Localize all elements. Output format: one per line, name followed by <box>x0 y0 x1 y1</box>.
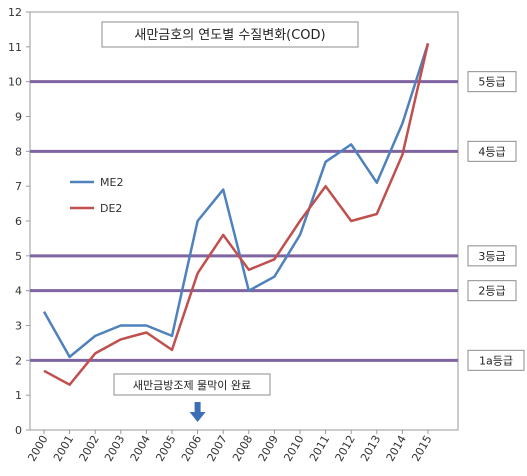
grade-label: 2등급 <box>478 285 505 298</box>
x-tick-label: 2001 <box>51 433 76 464</box>
y-tick-label: 6 <box>15 215 22 228</box>
y-tick-label: 1 <box>15 389 22 402</box>
down-arrow-icon <box>189 402 206 422</box>
x-tick-label: 2006 <box>179 433 204 464</box>
x-tick-label: 2009 <box>256 433 281 464</box>
plot-border <box>29 11 459 431</box>
y-tick-label: 3 <box>15 320 22 333</box>
series-line-me2 <box>42 43 430 359</box>
plot-area <box>29 11 459 431</box>
chart-title-box: 새만금호의 연도별 수질변화(COD) <box>101 21 359 48</box>
chart-title: 새만금호의 연도별 수질변화(COD) <box>134 28 325 43</box>
annotation: 새만금방조제 물막이 완료 <box>113 373 271 422</box>
grade-label: 4등급 <box>478 145 505 158</box>
y-tick-label: 11 <box>8 41 22 54</box>
legend-label: DE2 <box>100 202 122 215</box>
y-tick-label: 2 <box>15 354 22 367</box>
x-tick-label: 2000 <box>25 433 50 464</box>
y-tick-label: 4 <box>15 285 22 298</box>
y-tick-label: 5 <box>15 250 22 263</box>
legend-label: ME2 <box>100 176 123 189</box>
x-tick-label: 2008 <box>230 433 255 464</box>
x-tick-label: 2010 <box>281 433 306 464</box>
grade-lines: 5등급 4등급 3등급 2등급 1a등급 <box>30 71 525 371</box>
grade-label-box <box>467 280 517 302</box>
annotation-label: 새만금방조제 물막이 완료 <box>133 379 251 392</box>
x-tick-label: 2003 <box>102 433 127 464</box>
grade-label-box <box>467 245 517 267</box>
grade-label-box <box>467 71 517 93</box>
y-tick-label: 0 <box>15 424 22 437</box>
x-tick-label: 2004 <box>128 433 153 464</box>
x-tick-label: 2014 <box>384 433 409 464</box>
legend: ME2 DE2 <box>70 176 123 215</box>
grade-label-box <box>467 349 525 371</box>
y-tick-label: 7 <box>15 180 22 193</box>
y-tick-label: 10 <box>8 76 22 89</box>
title-box-frame <box>101 21 359 48</box>
grade-label: 3등급 <box>478 250 505 263</box>
x-tick-label: 2007 <box>205 433 230 464</box>
x-tick-label: 2013 <box>358 433 383 464</box>
grade-label: 5등급 <box>478 76 505 89</box>
y-tick-label: 12 <box>8 6 22 19</box>
x-tick-label: 2011 <box>307 433 332 464</box>
grade-label-box <box>467 140 517 162</box>
y-tick-label: 9 <box>15 111 22 124</box>
y-tick-label: 8 <box>15 145 22 158</box>
x-tick-label: 2005 <box>153 433 178 464</box>
series-lines <box>42 43 430 386</box>
x-tick-label: 2002 <box>77 433 102 464</box>
x-tick-label: 2015 <box>409 433 434 464</box>
x-axis: 2000 2001 2002 2003 2004 2005 2006 2007 2008 2009… <box>25 430 435 464</box>
x-tick-label: 2012 <box>333 433 358 464</box>
annotation-box <box>113 373 271 396</box>
series-line-de2 <box>43 43 430 386</box>
grade-label: 1a등급 <box>479 354 513 367</box>
